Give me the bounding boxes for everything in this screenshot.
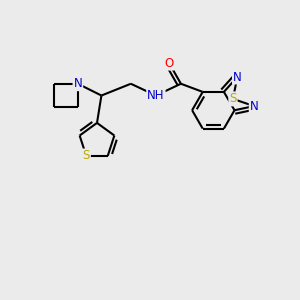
Text: S: S bbox=[82, 149, 90, 162]
Text: N: N bbox=[74, 77, 82, 90]
Text: N: N bbox=[250, 100, 259, 112]
Text: NH: NH bbox=[147, 89, 165, 102]
Text: N: N bbox=[233, 70, 242, 83]
Text: O: O bbox=[164, 57, 174, 70]
Text: S: S bbox=[229, 92, 237, 105]
